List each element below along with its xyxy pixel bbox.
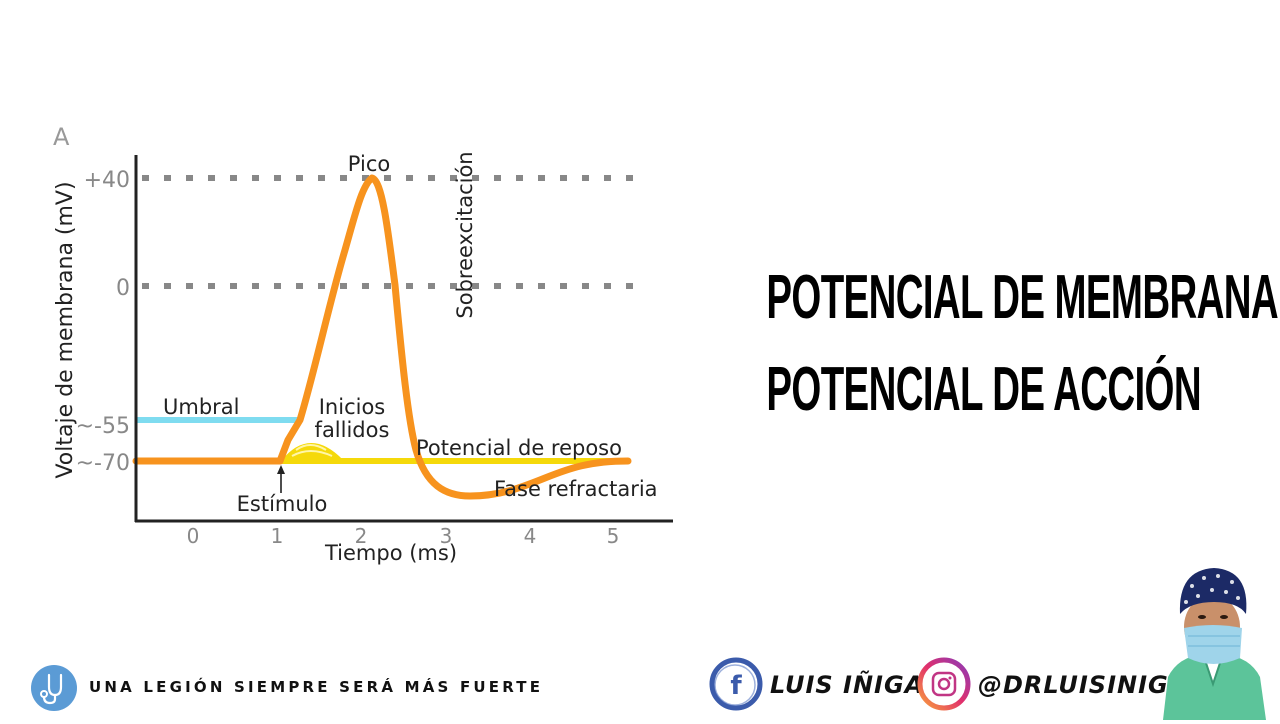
x-tick-1: 1 bbox=[271, 524, 284, 548]
panel-label: A bbox=[53, 123, 70, 151]
doctor-avatar bbox=[1158, 562, 1268, 720]
y-tick-zero: 0 bbox=[116, 276, 130, 301]
stethoscope-logo bbox=[31, 665, 77, 711]
svg-text:f: f bbox=[730, 671, 742, 701]
y-axis-title: Voltaje de membrana (mV) bbox=[53, 181, 78, 478]
label-fallidos: fallidos bbox=[315, 418, 390, 442]
x-tick-4: 4 bbox=[524, 524, 537, 548]
label-sobreexcitacion: Sobreexcitación bbox=[453, 151, 477, 318]
label-inicios: Inicios bbox=[319, 395, 386, 419]
instagram-handle[interactable]: @DRLUISINIGA bbox=[978, 671, 1189, 699]
failed-initiations bbox=[281, 443, 344, 463]
x-tick-3: 3 bbox=[440, 524, 453, 548]
label-estimulo: Estímulo bbox=[237, 492, 328, 516]
label-umbral: Umbral bbox=[163, 395, 240, 419]
label-potencial-reposo: Potencial de reposo bbox=[416, 436, 622, 460]
y-tick-plus40: +40 bbox=[84, 168, 130, 193]
facebook-name[interactable]: LUIS IÑIGA bbox=[770, 671, 925, 699]
instagram-icon bbox=[917, 657, 971, 711]
facebook-link[interactable]: f bbox=[708, 656, 764, 712]
stethoscope-icon bbox=[40, 673, 63, 705]
stimulus-arrow-icon bbox=[277, 465, 285, 493]
title-line-1: POTENCIAL DE MEMBRANA Y bbox=[766, 263, 1280, 332]
action-potential-diagram: A +40 0 ~-55 ~-70 0 1 2 3 4 5 Tiempo (ms… bbox=[53, 123, 673, 565]
label-fase-refractaria: Fase refractaria bbox=[494, 477, 658, 501]
x-tick-2: 2 bbox=[355, 524, 368, 548]
x-tick-5: 5 bbox=[607, 524, 620, 548]
action-potential-curve bbox=[132, 174, 632, 500]
y-tick-minus70: ~-70 bbox=[76, 451, 130, 476]
title-line-2: POTENCIAL DE ACCIÓN bbox=[766, 355, 1201, 424]
y-tick-minus55: ~-55 bbox=[76, 414, 130, 439]
facebook-icon: f bbox=[709, 657, 763, 711]
x-tick-0: 0 bbox=[187, 524, 200, 548]
x-axis-title: Tiempo (ms) bbox=[324, 541, 457, 565]
instagram-link[interactable] bbox=[916, 656, 972, 712]
label-pico: Pico bbox=[348, 152, 390, 176]
doctor-photo-icon bbox=[1163, 568, 1266, 720]
tagline: UNA LEGIÓN SIEMPRE SERÁ MÁS FUERTE bbox=[89, 678, 544, 696]
